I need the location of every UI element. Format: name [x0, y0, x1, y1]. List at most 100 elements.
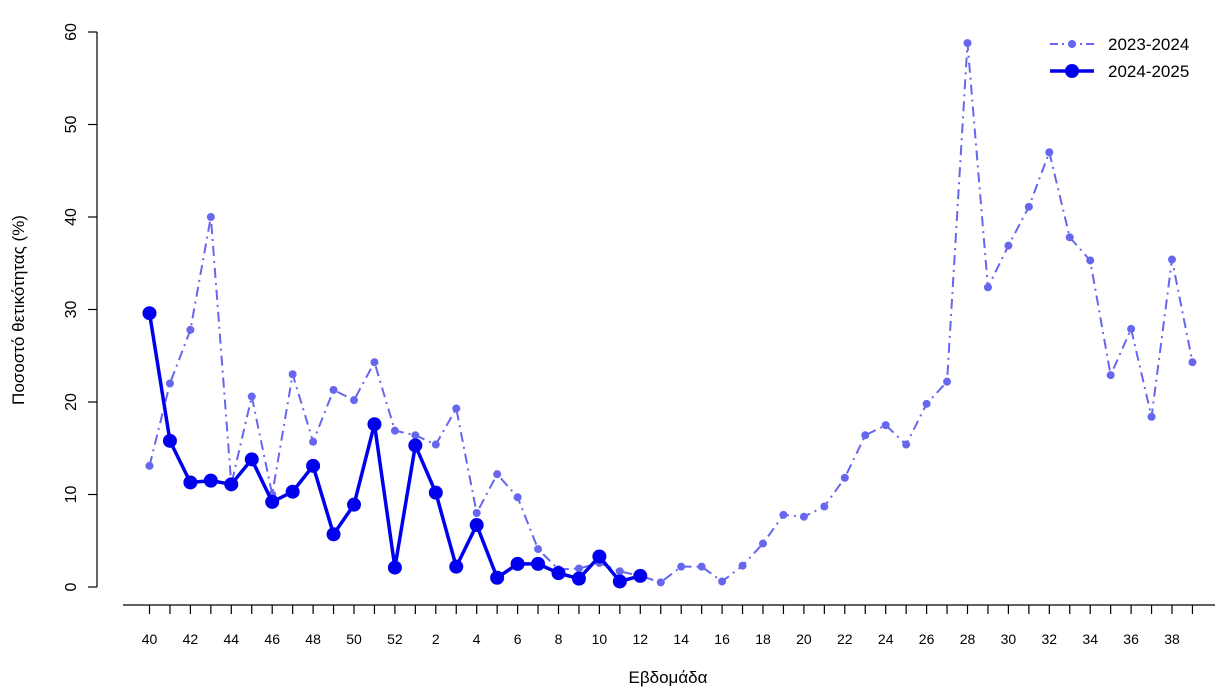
x-tick-label: 26: [919, 631, 935, 647]
data-point: [1065, 233, 1074, 242]
data-point: [224, 477, 239, 492]
data-point: [490, 570, 505, 585]
y-tick-label: 60: [63, 23, 80, 41]
x-tick-label: 22: [837, 631, 853, 647]
x-tick-label: 8: [555, 631, 563, 647]
data-point: [840, 473, 849, 482]
x-axis-label: Εβδομάδα: [629, 668, 708, 687]
y-tick-label: 40: [63, 208, 80, 226]
x-tick-label: 14: [673, 631, 689, 647]
series-line-2023-2024: [148, 42, 1194, 584]
data-point: [203, 473, 218, 488]
x-tick-label: 34: [1082, 631, 1098, 647]
x-tick-label: 2: [432, 631, 440, 647]
data-point: [551, 566, 566, 581]
legend-marker: [1068, 40, 1076, 48]
x-tick-label: 38: [1164, 631, 1180, 647]
data-point: [1045, 148, 1054, 157]
x-tick-label: 32: [1042, 631, 1058, 647]
data-point: [306, 458, 321, 473]
data-point: [633, 568, 648, 583]
x-tick-label: 4: [473, 631, 481, 647]
x-tick-label: 36: [1123, 631, 1139, 647]
data-point: [799, 512, 808, 521]
x-tick-label: 42: [183, 631, 199, 647]
data-point: [309, 437, 318, 446]
x-tick-label: 12: [633, 631, 649, 647]
data-point: [326, 527, 341, 542]
data-point: [206, 213, 215, 221]
x-tick-label: 48: [305, 631, 321, 647]
data-point: [963, 39, 972, 48]
data-point: [1024, 202, 1033, 211]
data-point: [411, 431, 420, 440]
data-point: [408, 438, 423, 453]
x-tick-label: 24: [878, 631, 894, 647]
data-point: [738, 561, 747, 570]
data-point: [387, 560, 402, 575]
data-point: [881, 421, 890, 430]
data-point: [449, 559, 464, 574]
data-point: [1127, 324, 1136, 333]
x-tick-label: 44: [224, 631, 240, 647]
data-point: [329, 385, 338, 394]
data-point: [534, 545, 543, 554]
y-axis: 0 10 20 30 40 50 60: [63, 23, 98, 591]
data-point: [531, 556, 546, 571]
x-tick-label: 18: [755, 631, 771, 647]
data-point: [656, 578, 665, 587]
data-point: [165, 379, 174, 388]
data-point: [145, 461, 154, 470]
x-tick-label: 46: [264, 631, 280, 647]
legend-label: 2024-2025: [1108, 62, 1189, 81]
x-tick-label: 52: [387, 631, 403, 647]
data-point: [390, 426, 399, 435]
y-tick-label: 30: [63, 301, 80, 319]
data-point: [370, 358, 379, 367]
legend: 2023-2024 2024-2025: [1050, 35, 1189, 81]
data-point: [571, 571, 586, 586]
x-tick-label: 6: [514, 631, 522, 647]
x-tick-label: 40: [142, 631, 158, 647]
y-axis-label: Ποσοστό θετικότητας (%): [9, 215, 28, 405]
data-point: [718, 577, 727, 586]
data-point: [244, 452, 259, 467]
data-point: [592, 549, 607, 564]
data-point: [428, 485, 443, 500]
data-point: [922, 399, 931, 408]
data-point: [759, 539, 767, 548]
data-point: [615, 567, 624, 576]
plot-area: [142, 39, 1197, 589]
data-point: [288, 370, 297, 379]
data-point: [820, 502, 829, 511]
data-point: [779, 510, 788, 519]
data-point: [1106, 371, 1115, 380]
x-tick-label: 20: [796, 631, 812, 647]
data-point: [677, 562, 686, 571]
legend-label: 2023-2024: [1108, 35, 1189, 54]
data-point: [472, 509, 481, 517]
x-tick-label: 28: [960, 631, 976, 647]
x-axis: 40 42 44 46 48 50 52 2 4 6 8 10 12 14 16 18 20 22 24 26 28 30…: [123, 604, 1215, 647]
data-point: [510, 556, 525, 571]
data-point: [902, 440, 911, 449]
y-tick-label: 10: [63, 486, 80, 504]
data-point: [1086, 256, 1095, 265]
data-point: [1147, 412, 1156, 421]
data-point: [265, 494, 280, 509]
data-point: [1004, 241, 1013, 250]
data-point: [347, 497, 361, 512]
data-point: [1188, 358, 1197, 367]
legend-marker: [1065, 64, 1079, 78]
data-point: [469, 518, 484, 533]
y-tick-label: 0: [63, 582, 80, 591]
data-point: [612, 574, 627, 589]
data-point: [367, 417, 382, 432]
data-point: [943, 377, 952, 386]
data-point: [574, 564, 583, 573]
data-point: [142, 306, 157, 321]
x-tick-label: 10: [592, 631, 608, 647]
x-tick-label: 30: [1001, 631, 1017, 647]
x-tick-label: 50: [346, 631, 362, 647]
